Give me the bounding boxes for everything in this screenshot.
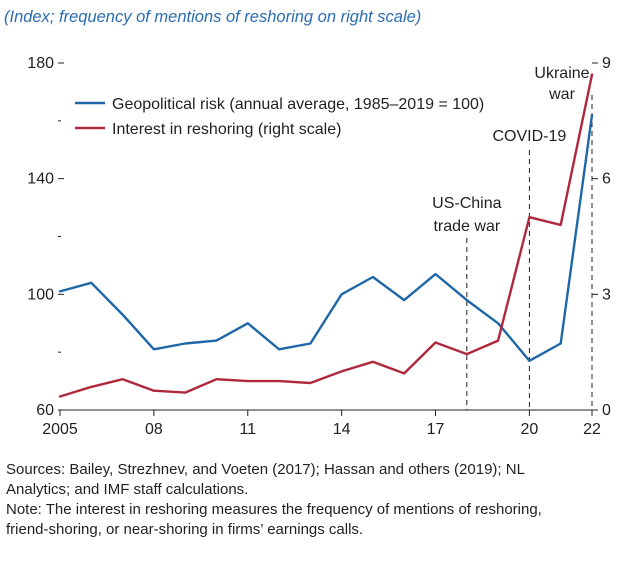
y-right-tick-label: 0 bbox=[602, 402, 611, 419]
legend-label: Interest in reshoring (right scale) bbox=[112, 121, 341, 138]
y-right-tick-label: 9 bbox=[602, 55, 611, 72]
x-tick-label: 2005 bbox=[42, 421, 78, 438]
note-line-1: Note: The interest in reshoring measures… bbox=[6, 501, 542, 518]
event-annotations: US-China trade war COVID-19 Ukraine war bbox=[432, 65, 593, 410]
x-tick-label: 22 bbox=[583, 421, 601, 438]
annotation-label: trade war bbox=[433, 218, 500, 235]
sources-line-2: Analytics; and IMF staff calculations. bbox=[6, 481, 249, 498]
x-tick-label: 11 bbox=[239, 421, 256, 438]
geopolitical-risk-line bbox=[58, 113, 594, 362]
note-line-2: friend-shoring, or near-shoring in firms… bbox=[6, 521, 364, 538]
y-right-tick-label: 3 bbox=[602, 286, 611, 303]
annotation-label: war bbox=[548, 86, 575, 103]
x-tick-label: 17 bbox=[427, 421, 445, 438]
x-tick-label: 08 bbox=[145, 421, 163, 438]
annotation-label: US-China bbox=[432, 195, 501, 212]
y-left-tick-label: 60 bbox=[36, 402, 54, 419]
sources-line-1: Sources: Bailey, Strezhnev, and Voeten (… bbox=[6, 461, 525, 478]
y-left-tick-label: 180 bbox=[27, 55, 54, 72]
annotation-label: COVID-19 bbox=[493, 128, 567, 145]
annotation-label: Ukraine bbox=[534, 65, 589, 82]
y-right-tick-label: 6 bbox=[602, 171, 611, 188]
footnotes: Sources: Bailey, Strezhnev, and Voeten (… bbox=[6, 460, 626, 540]
x-tick-label: 14 bbox=[333, 421, 351, 438]
y-left-tick-label: 140 bbox=[27, 171, 54, 188]
line-chart: 2005 08 11 14 17 20 22 60 100 140 180 0 3 6 9 US-China… bbox=[27, 55, 611, 438]
axes: 2005 08 11 14 17 20 22 60 100 140 180 0 3 6 9 bbox=[27, 55, 611, 438]
legend: Geopolitical risk (annual average, 1985–… bbox=[75, 96, 484, 138]
chart-subtitle: (Index; frequency of mentions of reshori… bbox=[4, 8, 422, 26]
series-lines bbox=[58, 73, 594, 398]
reshoring-interest-line bbox=[58, 73, 594, 398]
legend-label: Geopolitical risk (annual average, 1985–… bbox=[112, 96, 484, 113]
x-tick-label: 20 bbox=[521, 421, 539, 438]
y-left-tick-label: 100 bbox=[27, 286, 54, 303]
